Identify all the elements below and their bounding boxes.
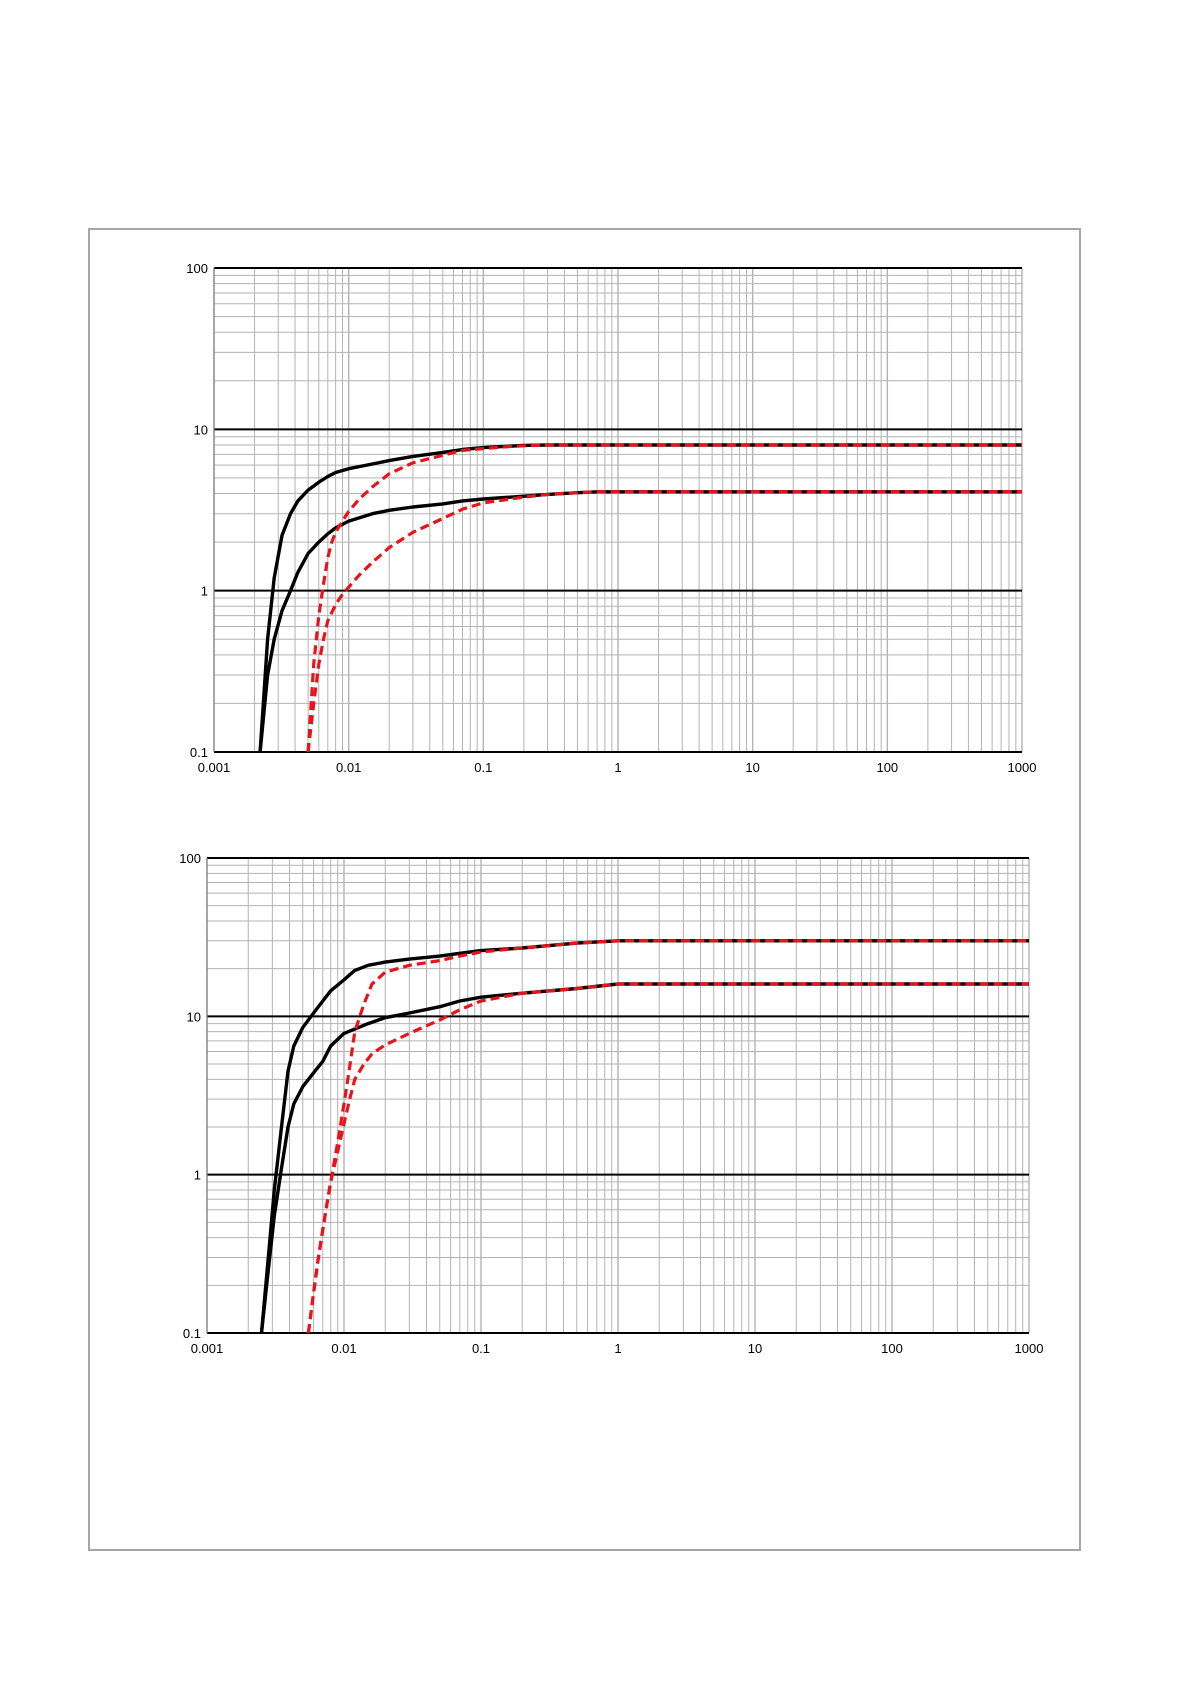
y-tick-label: 0.1 <box>190 745 208 760</box>
y-tick-label: 1 <box>194 1168 201 1183</box>
y-tick-label: 10 <box>194 422 208 437</box>
x-tick-label: 0.1 <box>472 1341 490 1356</box>
x-tick-label: 0.1 <box>474 760 492 775</box>
y-tick-label: 0.1 <box>183 1326 201 1341</box>
chart-2: 0.001 0.01 0.1 1 10 100 1000 0.1 1 10 100 <box>179 851 1044 1356</box>
series-group <box>259 939 1029 1334</box>
x-tick-label: 10 <box>745 760 759 775</box>
x-tick-label: 1 <box>614 1341 621 1356</box>
dashed-series-line-4 <box>306 490 1022 753</box>
y-tick-label: 1 <box>201 584 208 599</box>
x-tick-label: 0.01 <box>336 760 361 775</box>
x-tick-label: 1000 <box>1008 760 1037 775</box>
dashed-series-line-3 <box>306 939 1029 1334</box>
dashed-series-line-4 <box>306 982 1029 1334</box>
x-tick-label: 0.01 <box>331 1341 356 1356</box>
x-tick-label: 100 <box>881 1341 903 1356</box>
y-tick-label: 100 <box>186 261 208 276</box>
x-tick-label: 1000 <box>1015 1341 1044 1356</box>
major-grid <box>206 857 1030 1334</box>
y-tick-label: 100 <box>179 851 201 866</box>
x-tick-label: 100 <box>876 760 898 775</box>
x-tick-label: 0.001 <box>191 1341 224 1356</box>
x-tick-label: 1 <box>614 760 621 775</box>
x-tick-label: 0.001 <box>198 760 231 775</box>
dashed-series-line-3 <box>306 443 1022 753</box>
chart-1: 0.001 0.01 0.1 1 10 100 1000 0.1 1 10 100 <box>186 261 1037 775</box>
y-tick-label: 10 <box>187 1009 201 1024</box>
series-group <box>258 443 1022 753</box>
figure-frame: 0.001 0.01 0.1 1 10 100 1000 0.1 1 10 100 0.001 0.0… <box>88 228 1081 1551</box>
x-tick-label: 10 <box>748 1341 762 1356</box>
major-grid <box>213 267 1023 753</box>
